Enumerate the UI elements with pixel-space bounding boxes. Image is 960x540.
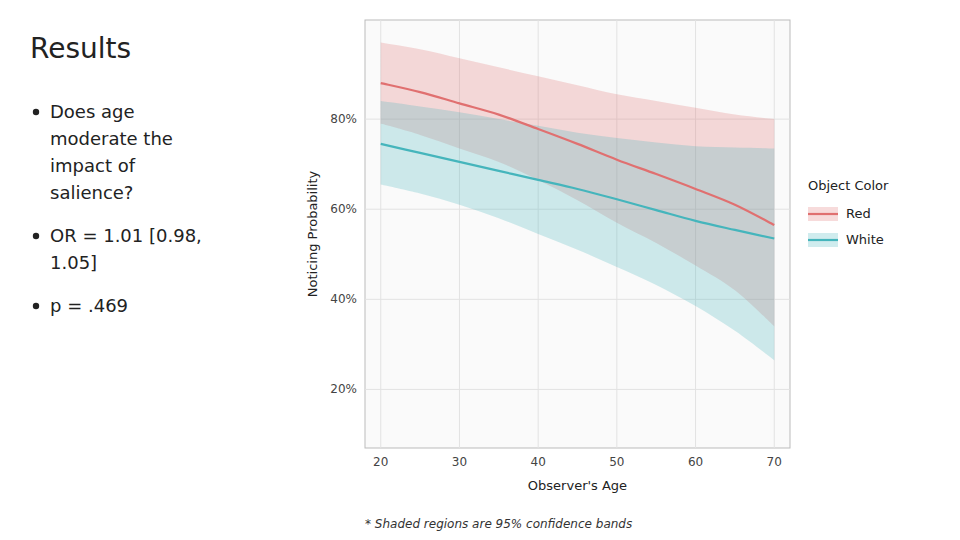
y-tick-label: 80%: [330, 112, 357, 126]
legend-line: [808, 213, 838, 215]
y-axis-label: Noticing Probability: [305, 170, 320, 297]
text-panel: Results Does age moderate the impact of sali…: [30, 32, 202, 316]
line: [381, 144, 775, 239]
y-tick-label: 60%: [330, 202, 357, 216]
line: [381, 83, 775, 225]
x-tick-label: 30: [452, 455, 467, 469]
x-tick-label: 70: [767, 455, 782, 469]
bullet: [33, 233, 39, 239]
x-axis-label: Observer's Age: [528, 478, 627, 493]
grid-line-y: [365, 389, 790, 390]
legend: Object Color Red White: [808, 178, 889, 247]
legend-line: [808, 239, 838, 241]
bullet: [33, 303, 39, 309]
annotation: 1.05]: [50, 252, 97, 273]
legend-label: White: [846, 232, 884, 247]
footnote: * Shaded regions are 95% confidence band…: [365, 517, 632, 531]
annotation: Does age: [50, 101, 135, 122]
legend-swatch: [808, 233, 838, 247]
annotation: impact of: [50, 155, 136, 176]
legend-title: Object Color: [808, 178, 889, 193]
x-tick-label: 40: [531, 455, 546, 469]
title: Results: [30, 32, 131, 65]
annotation: moderate the: [50, 128, 173, 149]
chart: Results Does age moderate the impact of sali…: [0, 0, 960, 540]
y-tick-label: 40%: [330, 292, 357, 306]
grid: [365, 20, 790, 448]
bullet: [33, 109, 39, 115]
x-tick-label: 60: [688, 455, 703, 469]
annotation: salience?: [50, 182, 133, 203]
y-tick-label: 20%: [330, 382, 357, 396]
x-tick-label: 50: [609, 455, 624, 469]
legend-label: Red: [846, 206, 871, 221]
legend-swatch: [808, 207, 838, 221]
data-area: [381, 43, 775, 361]
x-tick-label: 20: [373, 455, 388, 469]
plot-frame: [365, 20, 790, 448]
annotation: p = .469: [50, 295, 128, 316]
confidence-band: [381, 101, 775, 360]
annotation: OR = 1.01 [0.98,: [50, 225, 202, 246]
